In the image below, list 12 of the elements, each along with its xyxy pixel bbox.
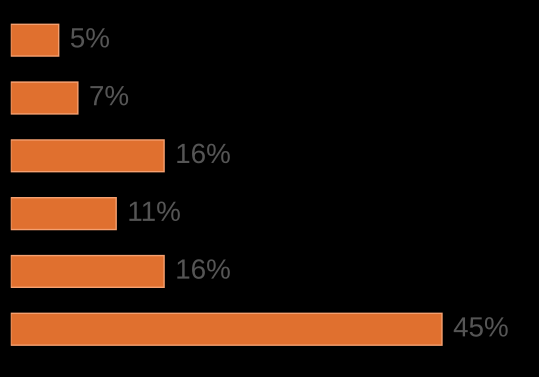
bar	[10, 254, 165, 288]
data-label: 5%	[70, 28, 109, 48]
bar	[10, 24, 60, 57]
bar	[10, 312, 443, 346]
data-label: 7%	[90, 86, 128, 106]
data-label: 45%	[454, 317, 508, 337]
data-label: 16%	[177, 259, 230, 279]
data-label: 16%	[177, 144, 230, 164]
data-label: 11%	[129, 202, 180, 221]
bar	[10, 81, 79, 115]
bar	[10, 139, 165, 172]
bar	[10, 197, 117, 230]
